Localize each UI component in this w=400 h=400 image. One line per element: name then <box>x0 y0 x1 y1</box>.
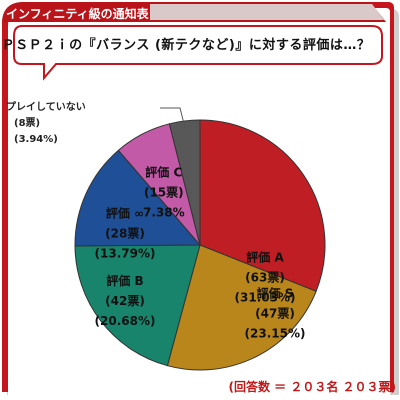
slice-label-1-0: 評価 S <box>257 286 294 301</box>
slice-label-3-0: 評価 ∞ <box>106 206 144 221</box>
slice-label-0-2: (31.03%) <box>235 290 296 304</box>
slice-label-1-1: (47票) <box>255 307 295 321</box>
leader-line <box>160 107 187 132</box>
pie-slice-3 <box>74 149 202 247</box>
slice-label-4-1: (15票) <box>144 185 184 199</box>
slice-label-1-2: (23.15%) <box>245 327 306 341</box>
slice-label-0-1: (63票) <box>245 270 285 284</box>
question-bubble <box>13 25 383 81</box>
slice-label-5-2: (3.94%) <box>14 134 58 145</box>
slice-label-0-0: 評価 A <box>246 249 284 264</box>
pie-slice-5 <box>168 119 201 246</box>
slice-label-3-1: (28票) <box>105 227 145 241</box>
pie-slice-1 <box>166 244 317 371</box>
slice-label-2-2: (20.68%) <box>95 314 156 328</box>
slice-label-4-2: 7.38% <box>143 205 185 219</box>
header-title: インフィニティ級の通知表 <box>6 7 149 21</box>
slice-label-2-1: (42票) <box>105 294 145 308</box>
pie-slice-0 <box>199 119 326 292</box>
response-total: (回答数 ＝ ２０３名 ２０３票) <box>228 380 396 394</box>
slice-label-4-0: 評価 C <box>145 164 182 179</box>
slice-label-3-2: (13.79%) <box>95 247 156 261</box>
question-text: ＰＳＰ２ｉの『バランス (新テクなど)』に対する評価は…？ <box>1 38 371 53</box>
slice-label-5-0: プレイしていない <box>6 100 86 113</box>
slice-label-2-0: 評価 B <box>106 273 143 288</box>
pie-slice-2 <box>74 244 201 367</box>
slice-label-5-1: (8票) <box>14 117 40 129</box>
